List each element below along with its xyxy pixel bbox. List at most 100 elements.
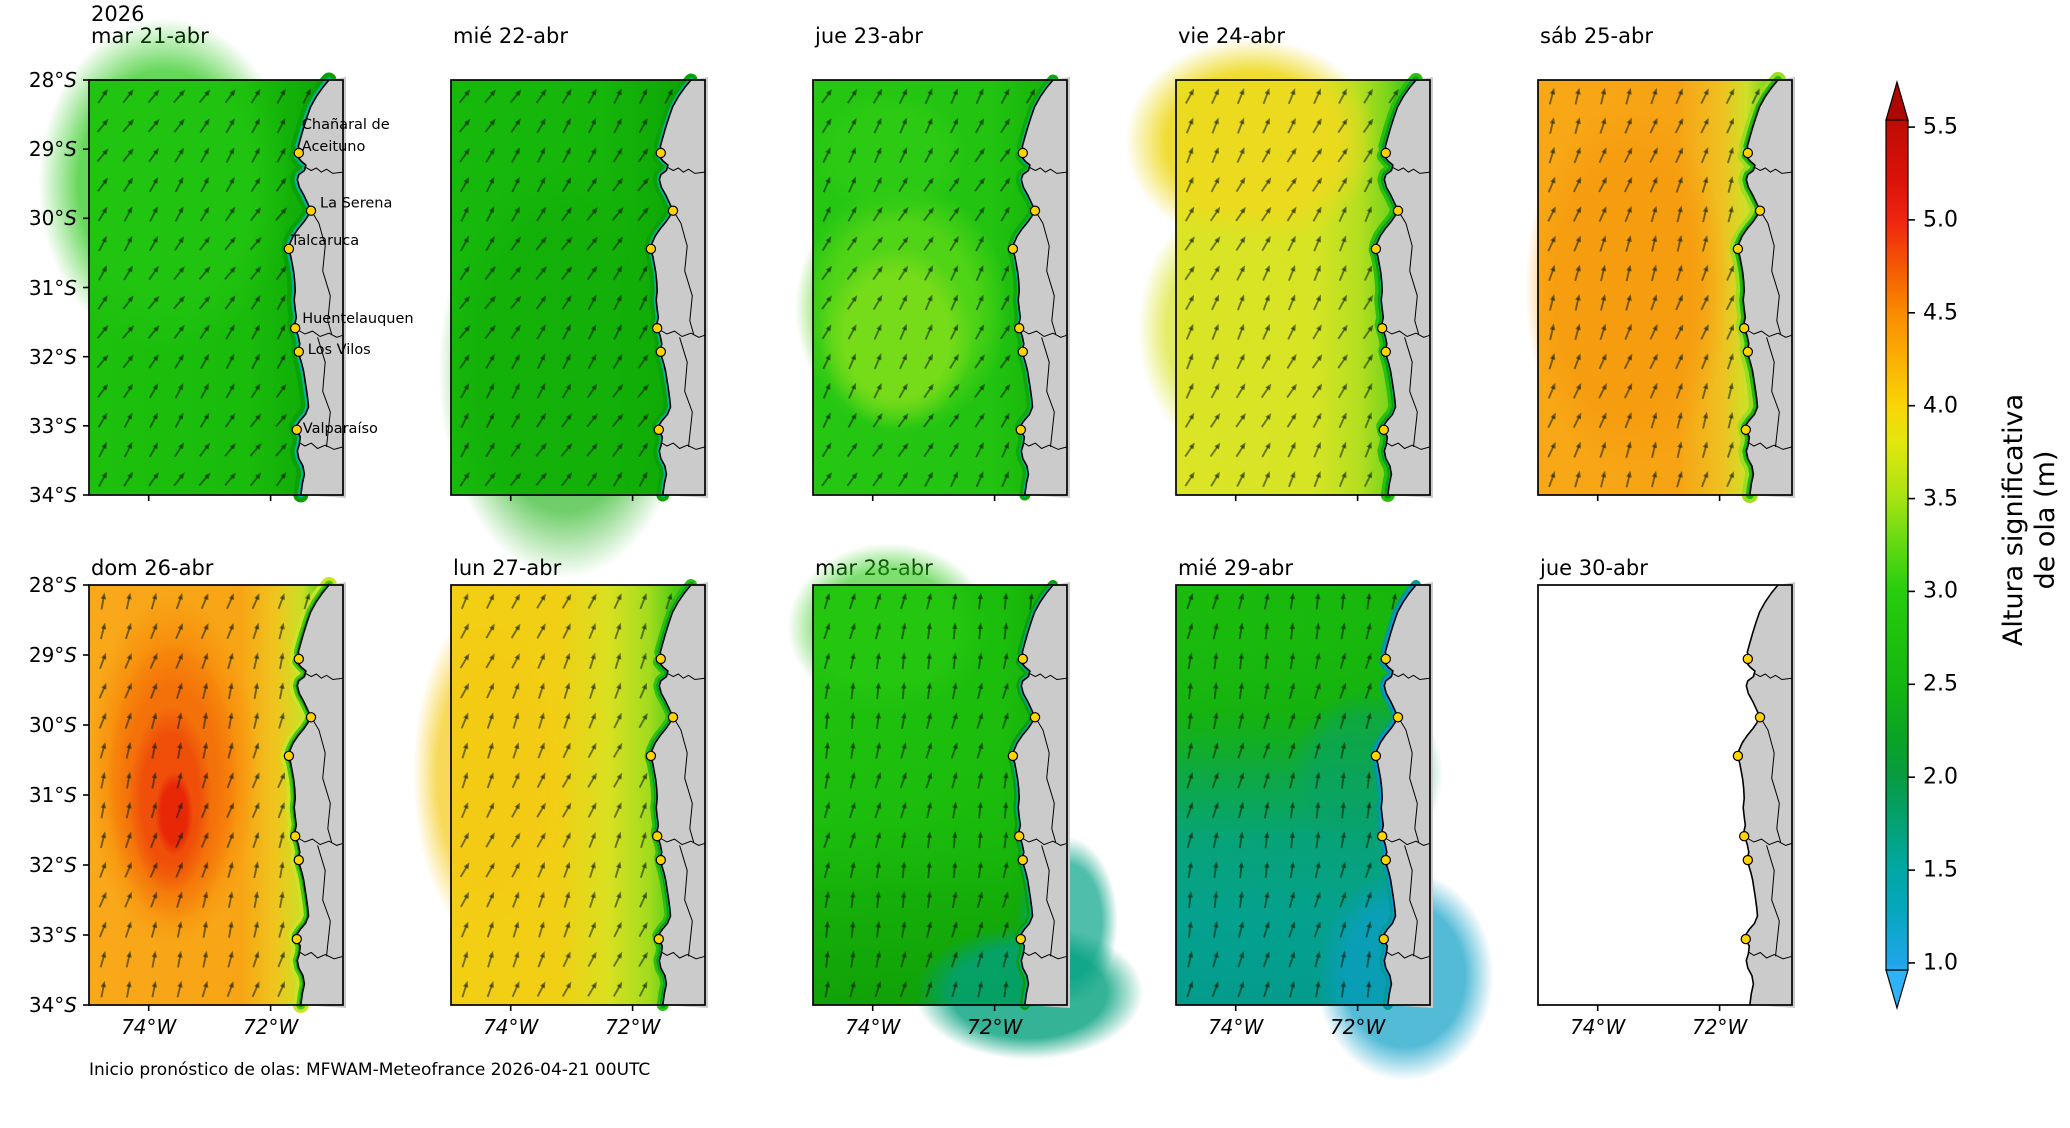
region-border (1385, 950, 1431, 960)
city-dot (1017, 653, 1028, 665)
region-border (1752, 165, 1793, 174)
city-dot (1015, 424, 1026, 435)
city-label: Chañaral de (302, 117, 390, 133)
region-border (665, 165, 706, 174)
lon-tick-label: 74°W (1570, 1015, 1626, 1039)
map-panel-jue-30-abr (1537, 582, 1795, 1011)
city-dot (1029, 712, 1041, 723)
city-dot (655, 653, 666, 665)
city-dot (1742, 147, 1753, 159)
region-border (1747, 950, 1793, 960)
city-dot (293, 854, 304, 866)
colorbar-tick-label: 4.0 (1923, 393, 1958, 419)
region-border (660, 950, 706, 960)
wave-direction-arrows (823, 592, 1034, 998)
city-dot (1380, 653, 1391, 665)
land-area (1375, 582, 1433, 1008)
colorbar-tick-label: 2.0 (1923, 764, 1958, 790)
region-border (1759, 209, 1782, 335)
city-dot (1007, 243, 1019, 255)
lon-tick-label: 72°W (1329, 1015, 1386, 1039)
city-dot (1013, 830, 1025, 842)
panel-title-lun-27-abr: lun 27-abr (453, 556, 562, 580)
map-panel-mar-28-abr (787, 543, 1144, 1060)
city-dot (1015, 933, 1026, 945)
region-border (665, 671, 706, 681)
colorbar-extend-above (1885, 79, 1909, 121)
city-dot (1742, 653, 1753, 665)
region-border (1020, 836, 1068, 846)
land-area (650, 582, 708, 1008)
city-dot (655, 346, 666, 357)
region-border (1397, 209, 1420, 335)
city-dot (289, 322, 301, 334)
city-dot (293, 346, 304, 357)
city-dot (1392, 205, 1404, 216)
land-area (288, 582, 346, 1008)
city-dot (293, 653, 304, 665)
city-dot (653, 933, 664, 945)
region-border (310, 209, 333, 335)
city-dot (651, 830, 663, 842)
map-panel-jue-23-abr (795, 74, 1070, 501)
lat-tick-label: 29°S (28, 643, 77, 667)
lon-tick-label: 72°W (242, 1015, 299, 1039)
city-dot (1732, 243, 1744, 255)
city-dot (1013, 322, 1025, 334)
city-dot (305, 205, 317, 216)
colorbar-tick-label: 3.5 (1923, 486, 1958, 512)
city-dot (1017, 346, 1028, 357)
city-dot (283, 243, 295, 255)
region-border (1041, 337, 1055, 447)
city-dot (1742, 854, 1753, 866)
region-border (1404, 337, 1418, 447)
lat-tick-label: 30°S (28, 206, 77, 231)
region-border (672, 715, 695, 843)
region-border (296, 836, 344, 846)
colorbar-tick-label: 1.5 (1923, 857, 1958, 883)
region-border (672, 209, 695, 335)
map-panel-sáb-25-abr (1525, 72, 1795, 503)
wave-direction-arrows (821, 88, 1036, 488)
colorbar-tick-label: 5.0 (1923, 207, 1958, 233)
city-dot (655, 854, 666, 866)
wave-direction-arrows (1547, 87, 1760, 488)
colorbar-title: Altura significativa de ola (m) (1998, 394, 2062, 646)
region-border (1747, 441, 1793, 450)
lat-tick-label: 34°S (28, 993, 77, 1017)
wave-direction-arrows (98, 592, 311, 998)
region-border (1034, 209, 1057, 335)
map-panel-vie-24-abr (1125, 38, 1433, 502)
panel-title-jue-23-abr: jue 23-abr (815, 24, 923, 48)
region-border (298, 441, 344, 450)
wave-direction-arrows (1184, 88, 1399, 488)
city-label: Talcaruca (290, 233, 359, 249)
city-dot (1376, 322, 1388, 334)
region-border (1752, 671, 1793, 681)
forecast-init-caption: Inicio pronóstico de olas: MFWAM-Meteofr… (89, 1060, 651, 1080)
region-border (1034, 715, 1057, 843)
map-panel-mié-29-abr (1175, 580, 1494, 1081)
region-border (1022, 441, 1068, 450)
lon-tick-label: 72°W (1691, 1015, 1748, 1039)
region-border (1041, 845, 1055, 957)
region-border (1745, 836, 1793, 846)
colorbar-scale (1885, 79, 1915, 1011)
city-dot (1378, 424, 1389, 435)
land-area (1737, 582, 1795, 1008)
region-border (1745, 328, 1793, 338)
land-area (1012, 77, 1070, 498)
colorbar-tick-label: 4.5 (1923, 300, 1958, 326)
wave-direction-arrows (96, 88, 311, 487)
city-dot (645, 243, 657, 255)
city-dot (651, 322, 663, 334)
land-area (288, 77, 346, 498)
city-dot (289, 830, 301, 842)
city-label: Valparaíso (303, 421, 378, 437)
region-border (1027, 165, 1068, 174)
colorbar-tick-label: 2.5 (1923, 671, 1958, 697)
figure-year-label: 2026 (91, 2, 145, 26)
region-border (658, 328, 706, 338)
city-dot (655, 147, 666, 159)
